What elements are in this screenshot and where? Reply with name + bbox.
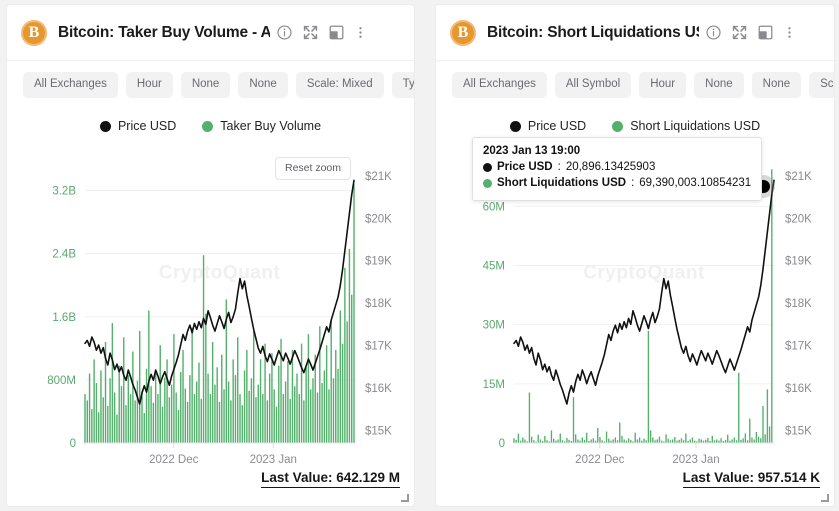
chip-hour[interactable]: Hour (639, 72, 687, 98)
svg-text:$21K: $21K (365, 171, 392, 183)
svg-text:CryptoQuant: CryptoQuant (159, 262, 281, 283)
svg-text:2023 Jan: 2023 Jan (672, 454, 719, 466)
legend-label-price: Price USD (527, 119, 587, 133)
reset-zoom-button[interactable]: Reset zoom (275, 157, 352, 180)
svg-text:2.4B: 2.4B (52, 249, 76, 261)
tooltip-row-price: Price USD: 20,896.13425903 (483, 159, 751, 175)
svg-text:$21K: $21K (785, 171, 812, 183)
panel-taker-buy-volume: B Bitcoin: Taker Buy Volume - All... (6, 4, 415, 507)
svg-text:30M: 30M (483, 320, 505, 332)
chart-svg: 0 800M 1.6B 2.4B 3.2B $15K $16K $17K $18K $19K $20… (47, 171, 392, 466)
legend-item-volume[interactable]: Taker Buy Volume (202, 119, 321, 133)
svg-text:0: 0 (499, 438, 505, 450)
chart-legend: Price USD Taker Buy Volume (7, 109, 414, 143)
chart-area-right[interactable]: 0 15M 30M 45M 60M $15K $16K $17K $18K $19K $20K $21… (436, 137, 834, 483)
chip-type[interactable]: Type: E (391, 72, 414, 98)
svg-text:$15K: $15K (365, 425, 392, 437)
chip-none-2[interactable]: None (238, 72, 288, 98)
tooltip-dot-price (483, 162, 492, 172)
pip-icon[interactable] (328, 24, 345, 41)
tooltip-value-liquidations: 69,390,003.10854231 (639, 177, 752, 190)
filter-chips-row: All Exchanges Hour None None Scale: Mixe… (7, 61, 414, 109)
svg-text:$18K: $18K (785, 298, 812, 310)
panel-header-icons (705, 24, 796, 41)
tooltip-label-price: Price USD (497, 161, 553, 173)
bitcoin-logo-icon: B (450, 19, 476, 46)
legend-dot-price (509, 120, 521, 132)
svg-text:$18K: $18K (365, 298, 392, 310)
svg-text:$20K: $20K (785, 213, 812, 225)
chip-none-1[interactable]: None (180, 72, 231, 98)
chart-tooltip: 2023 Jan 13 19:00 Price USD: 20,896.1342… (472, 137, 763, 201)
svg-text:2023 Jan: 2023 Jan (250, 454, 297, 466)
svg-text:2022 Dec: 2022 Dec (149, 454, 198, 466)
chart-legend: Price USD Short Liquidations USD (436, 109, 834, 143)
pip-icon[interactable] (757, 24, 774, 41)
chip-none-1[interactable]: None (694, 72, 744, 98)
legend-label-volume: Taker Buy Volume (220, 119, 322, 133)
chip-scale[interactable]: Scale: M (809, 72, 834, 98)
tooltip-label-liquidations: Short Liquidations USD (497, 177, 627, 190)
legend-label-liquidations: Short Liquidations USD (630, 119, 761, 133)
svg-text:1.6B: 1.6B (52, 312, 76, 324)
tooltip-dot-liquidations (483, 178, 492, 188)
chip-all-exchanges[interactable]: All Exchanges (452, 72, 547, 98)
chip-hour[interactable]: Hour (125, 72, 173, 98)
bitcoin-logo-icon: B (21, 19, 47, 46)
chip-all-symbol[interactable]: All Symbol (554, 72, 632, 98)
filter-chips-row: All Exchanges All Symbol Hour None None … (436, 61, 834, 109)
panel-title: Bitcoin: Taker Buy Volume - All... (58, 23, 270, 41)
legend-dot-volume (202, 120, 214, 132)
chip-all-exchanges[interactable]: All Exchanges (23, 72, 118, 98)
svg-text:800M: 800M (47, 375, 76, 387)
resize-handle[interactable] (400, 493, 409, 502)
legend-item-price[interactable]: Price USD (99, 119, 177, 133)
panel-header: B Bitcoin: Short Liquidations US... (436, 5, 834, 61)
svg-text:0: 0 (70, 438, 76, 450)
expand-icon[interactable] (731, 24, 748, 41)
svg-text:$16K: $16K (785, 383, 812, 395)
svg-text:$17K: $17K (785, 341, 812, 353)
panel-header-icons (276, 24, 367, 41)
panel-title: Bitcoin: Short Liquidations US... (487, 23, 699, 41)
more-vertical-icon[interactable] (783, 24, 796, 41)
chip-scale[interactable]: Scale: Mixed (295, 72, 384, 98)
legend-label-price: Price USD (117, 119, 177, 133)
svg-text:$20K: $20K (365, 213, 392, 225)
tooltip-date: 2023 Jan 13 19:00 (483, 145, 581, 157)
panel-header: B Bitcoin: Taker Buy Volume - All... (7, 5, 414, 61)
last-value-label: Last Value: 642.129 M (261, 470, 400, 488)
svg-text:CryptoQuant: CryptoQuant (583, 262, 705, 283)
panel-short-liquidations: B Bitcoin: Short Liquidations US... (435, 4, 835, 507)
last-value-label: Last Value: 957.514 K (682, 470, 820, 488)
tooltip-value-price: 20,896.13425903 (565, 161, 656, 173)
legend-item-liquidations[interactable]: Short Liquidations USD (612, 119, 760, 133)
chip-none-2[interactable]: None (751, 72, 802, 98)
more-vertical-icon[interactable] (354, 24, 367, 41)
info-icon[interactable] (276, 24, 293, 41)
resize-handle[interactable] (820, 493, 829, 502)
chart-area-left[interactable]: 0 800M 1.6B 2.4B 3.2B $15K $16K $17K $18K $19K $20… (7, 143, 414, 483)
svg-text:$19K: $19K (365, 256, 392, 268)
svg-text:3.2B: 3.2B (52, 186, 76, 198)
svg-text:45M: 45M (483, 261, 505, 273)
expand-icon[interactable] (302, 24, 319, 41)
svg-text:$17K: $17K (365, 341, 392, 353)
chart-svg: 0 15M 30M 45M 60M $15K $16K $17K $18K $19K $20K $21… (483, 169, 812, 466)
legend-dot-price (99, 120, 111, 132)
svg-text:$16K: $16K (365, 383, 392, 395)
svg-text:15M: 15M (483, 379, 505, 391)
info-icon[interactable] (705, 24, 722, 41)
svg-text:$19K: $19K (785, 256, 812, 268)
legend-dot-liquidations (612, 120, 624, 132)
tooltip-row-liquidations: Short Liquidations USD: 69,390,003.10854… (483, 175, 751, 191)
svg-text:60M: 60M (483, 201, 505, 213)
svg-text:2022 Dec: 2022 Dec (575, 454, 624, 466)
legend-item-price[interactable]: Price USD (509, 119, 587, 133)
svg-text:$15K: $15K (785, 425, 812, 437)
